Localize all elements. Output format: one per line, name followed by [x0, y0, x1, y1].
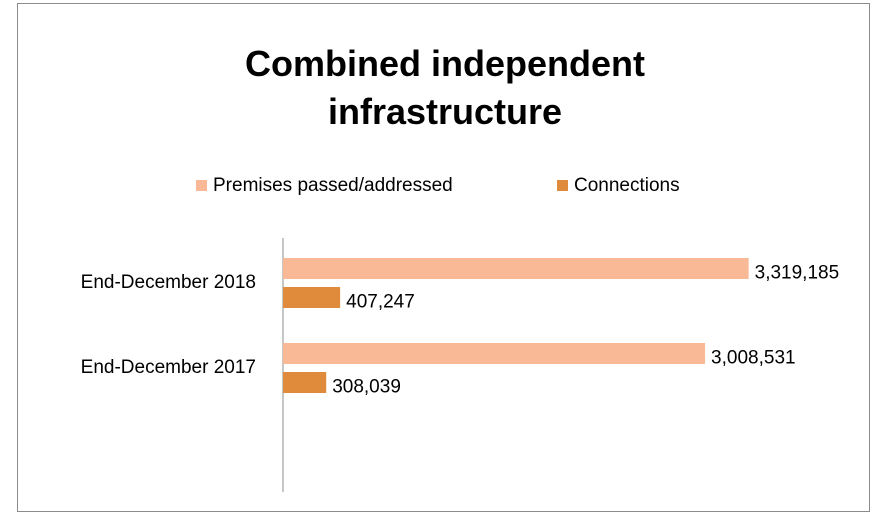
chart-frame	[17, 3, 870, 512]
data-label: 3,319,185	[755, 263, 840, 284]
data-label: 308,039	[332, 377, 401, 398]
bar	[283, 343, 706, 364]
category-label: End-December 2018	[81, 272, 256, 293]
legend-label: Premises passed/addressed	[213, 175, 453, 196]
category-label: End-December 2017	[81, 357, 256, 378]
bar	[283, 372, 327, 393]
bar	[283, 258, 749, 279]
chart-title: Combined independent infrastructure	[245, 43, 645, 132]
bar	[283, 287, 341, 308]
data-label: 3,008,531	[711, 348, 796, 369]
data-label: 407,247	[346, 292, 415, 313]
legend-swatch	[557, 180, 568, 191]
legend-label: Connections	[574, 175, 680, 196]
legend-swatch	[196, 180, 207, 191]
